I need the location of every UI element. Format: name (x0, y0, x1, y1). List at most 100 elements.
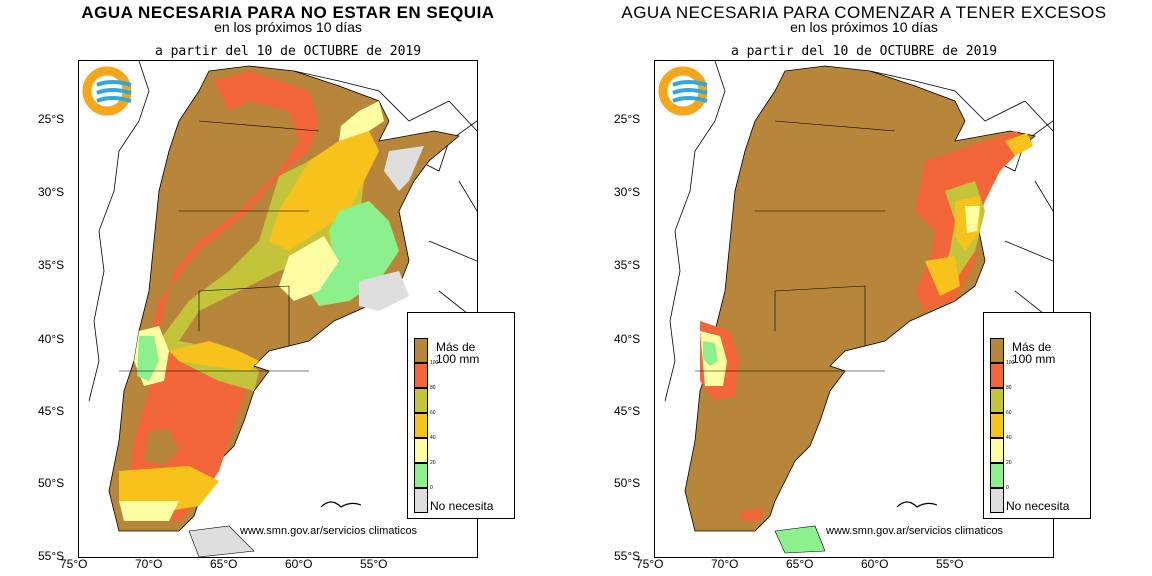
legend-tick: 0 (430, 485, 433, 491)
zone-40-60 (169, 341, 259, 371)
legend-tick: 40 (1006, 435, 1012, 441)
province-borders (119, 120, 320, 372)
legend-swatch-80 (414, 363, 428, 388)
zone-40-60 (1005, 133, 1033, 156)
lat-label: 55°S (38, 549, 65, 563)
legend-label: 100 mm (436, 352, 480, 366)
zone-none (384, 146, 424, 191)
zone-none (359, 271, 409, 311)
zone-none (188, 525, 255, 557)
legend-tick: 80 (1006, 385, 1012, 391)
signature (896, 501, 938, 508)
zone-80-100 (129, 71, 319, 521)
neighbor-border (1004, 180, 1053, 322)
legend-swatch-40 (990, 413, 1004, 438)
lon-label: 65°O (210, 557, 238, 571)
panel-date: a partir del 10 de OCTUBRE de 2019 (154, 44, 422, 59)
legend: Más de 100 mm 100 80 60 40 20 0 No neces… (407, 312, 515, 519)
legend-tick: 60 (1006, 410, 1012, 416)
lat-label: 35°S (38, 258, 65, 272)
zone-80-100 (740, 509, 765, 521)
lon-label: 75°O (636, 557, 664, 571)
lon-label: 65°O (786, 557, 814, 571)
map-svg (658, 61, 1053, 554)
legend-tick: 60 (430, 410, 436, 416)
zone-more-100 (144, 429, 179, 466)
map-area (654, 60, 1054, 558)
legend-swatch-none (414, 488, 428, 513)
chile-coast (88, 61, 150, 402)
legend-label: No necesita (1006, 499, 1070, 513)
panel-drought: AGUA NECESARIA PARA NO ESTAR EN SEQUIA e… (38, 3, 515, 571)
lat-label: 30°S (614, 185, 641, 199)
legend-swatch-60 (990, 388, 1004, 413)
lat-label: 40°S (614, 332, 641, 346)
legend-tick: 40 (430, 435, 436, 441)
lat-label: 50°S (38, 476, 65, 490)
lon-label: 60°O (285, 557, 313, 571)
panel-subtitle: en los próximos 10 días (790, 19, 938, 35)
lon-label: 55°O (360, 557, 388, 571)
lon-label: 60°O (861, 557, 889, 571)
legend-label: 100 mm (1012, 352, 1056, 366)
panel-title: AGUA NECESARIA PARA NO ESTAR EN SEQUIA (81, 3, 495, 22)
legend: Más de 100 mm 100 80 60 40 20 0 No neces… (983, 312, 1091, 519)
legend-swatch-none (990, 488, 1004, 513)
zone-0-20 (703, 341, 718, 366)
legend-tick: 20 (430, 460, 436, 466)
legend-swatch-more-100 (990, 338, 1004, 363)
source-url: www.smn.gov.ar/servicios climaticos (240, 525, 418, 537)
legend-tick: 20 (1006, 460, 1012, 466)
map-svg (82, 61, 477, 557)
zone-20-40 (965, 206, 980, 233)
lon-label: 55°O (936, 557, 964, 571)
legend-tick: 80 (430, 385, 436, 391)
smn-logo-waves (96, 80, 132, 103)
province-borders (695, 120, 896, 372)
panel-date: a partir del 10 de OCTUBRE de 2019 (730, 44, 998, 59)
lat-label: 45°S (614, 404, 641, 418)
zone-20-40 (119, 501, 179, 521)
lat-label: 40°S (38, 332, 65, 346)
lat-label: 30°S (38, 185, 65, 199)
zone-0-20 (774, 525, 826, 554)
legend-label: Más de (436, 340, 476, 354)
legend-label: No necesita (430, 499, 494, 513)
source-url: www.smn.gov.ar/servicios climaticos (826, 525, 1004, 537)
zone-40-60 (925, 256, 960, 296)
legend-swatch-more-100 (414, 338, 428, 363)
panel-excess: AGUA NECESARIA PARA COMENZAR A TENER EXC… (576, 0, 1152, 576)
lat-label: 25°S (614, 112, 641, 126)
panel-title: AGUA NECESARIA PARA COMENZAR A TENER EXC… (621, 3, 1107, 22)
lon-label: 70°O (711, 557, 739, 571)
neighbor-border (293, 70, 477, 132)
lat-label: 50°S (614, 476, 641, 490)
legend-swatch-0 (990, 463, 1004, 488)
lat-label: 35°S (614, 258, 641, 272)
legend-swatch-20 (990, 438, 1004, 463)
legend-swatch-80 (990, 363, 1004, 388)
zone-20-40 (339, 101, 384, 141)
lat-label: 25°S (38, 112, 65, 126)
lon-label: 75°O (60, 557, 88, 571)
legend-swatch-0 (414, 463, 428, 488)
legend-tick: 100 (430, 360, 439, 366)
panel-subtitle: en los próximos 10 días (214, 19, 362, 35)
neighbor-border (428, 180, 477, 322)
zone-40-60 (269, 131, 379, 251)
legend-swatch-40 (414, 413, 428, 438)
lon-label: 70°O (135, 557, 163, 571)
signature (320, 501, 362, 508)
zone-20-40 (279, 236, 339, 301)
legend-swatch-20 (414, 438, 428, 463)
lat-label: 45°S (38, 404, 65, 418)
legend-tick: 0 (1006, 485, 1009, 491)
smn-logo-waves (672, 80, 708, 103)
neighbor-border (869, 70, 1053, 132)
zone-0-20 (137, 336, 159, 381)
legend-tick: 100 (1006, 360, 1015, 366)
chile-coast (664, 61, 726, 402)
lat-label: 55°S (614, 549, 641, 563)
legend-swatch-60 (414, 388, 428, 413)
legend-label: Más de (1012, 340, 1052, 354)
